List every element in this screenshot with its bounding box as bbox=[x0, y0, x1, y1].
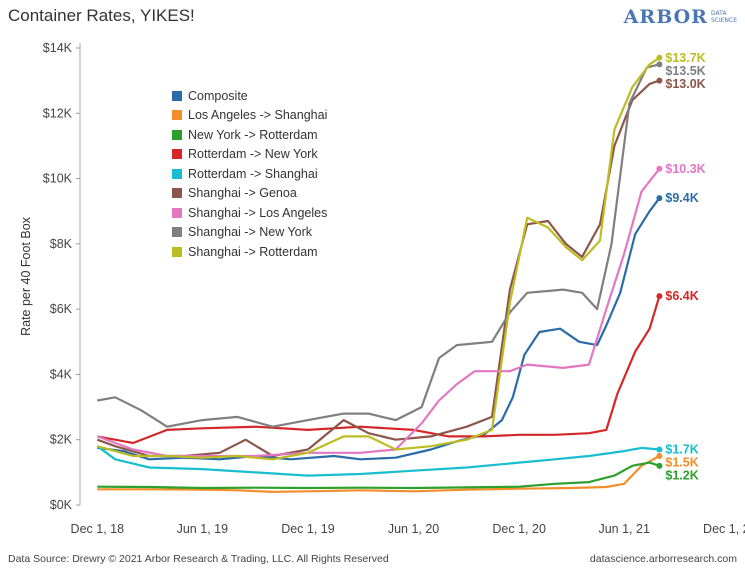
legend-item: Shanghai -> Rotterdam bbox=[172, 242, 327, 262]
legend-item: Rotterdam -> New York bbox=[172, 145, 327, 165]
end-value-label-new-york-rotterdam: $1.2K bbox=[665, 469, 698, 483]
y-axis-title: Rate per 40 Foot Box bbox=[19, 216, 33, 336]
series-end-point-shanghai-rotterdam bbox=[656, 54, 663, 61]
series-line-rotterdam-shanghai bbox=[96, 445, 660, 477]
series-end-point-rotterdam-shanghai bbox=[656, 446, 663, 453]
series-line-shanghai-new-york bbox=[97, 63, 660, 428]
legend-swatch bbox=[172, 110, 182, 121]
website-footer: datascience.arborresearch.com bbox=[589, 553, 737, 565]
y-tick-label: $14K bbox=[43, 41, 73, 55]
series-line-new-york-rotterdam bbox=[97, 461, 660, 490]
x-tick-label: Dec 1, 21 bbox=[703, 522, 745, 536]
y-tick-label: $12K bbox=[43, 106, 73, 120]
x-tick-label: Dec 1, 18 bbox=[71, 522, 125, 536]
legend-item: Shanghai -> New York bbox=[172, 223, 327, 243]
arbor-logo: ARBOR DATA SCIENCE bbox=[624, 6, 737, 28]
series-end-point-shanghai-new-york bbox=[656, 61, 663, 68]
series-end-point-composite bbox=[656, 195, 663, 202]
logo-wordmark: ARBOR bbox=[623, 6, 708, 28]
series-line-shanghai-genoa bbox=[96, 79, 660, 458]
chart-title: Container Rates, YIKES! bbox=[8, 6, 195, 25]
series-end-point-los-angeles-shanghai bbox=[656, 453, 663, 460]
y-tick-label: $6K bbox=[50, 302, 73, 316]
data-source-note: Data Source: Drewry © 2021 Arbor Researc… bbox=[8, 553, 389, 565]
logo-subtext: DATA SCIENCE bbox=[711, 10, 737, 24]
y-tick-label: $2K bbox=[50, 433, 73, 447]
x-tick-label: Jun 1, 20 bbox=[388, 522, 439, 536]
legend-swatch bbox=[172, 227, 182, 238]
series-line-shanghai-los-angeles bbox=[96, 168, 661, 458]
end-value-label-composite: $9.4K bbox=[665, 191, 698, 205]
series-line-composite bbox=[97, 197, 661, 461]
series-end-point-new-york-rotterdam bbox=[656, 462, 663, 469]
legend-item: New York -> Rotterdam bbox=[172, 125, 327, 145]
x-tick-label: Jun 1, 19 bbox=[177, 522, 228, 536]
end-value-label-shanghai-rotterdam: $13.7K bbox=[665, 51, 705, 65]
series-end-point-rotterdam-new-york bbox=[656, 293, 663, 300]
legend-item: Los Angeles -> Shanghai bbox=[172, 106, 327, 126]
x-tick-label: Jun 1, 21 bbox=[598, 522, 649, 536]
y-tick-label: $8K bbox=[50, 237, 73, 251]
legend-label: Shanghai -> Genoa bbox=[188, 186, 297, 201]
end-value-label-shanghai-los-angeles: $10.3K bbox=[665, 162, 705, 176]
legend-label: Rotterdam -> New York bbox=[188, 147, 318, 162]
legend-label: Shanghai -> Los Angeles bbox=[188, 205, 328, 220]
legend-swatch bbox=[172, 129, 182, 140]
legend-swatch bbox=[172, 90, 182, 101]
legend-item: Rotterdam -> Shanghai bbox=[172, 164, 327, 184]
logo-subtext-line2: SCIENCE bbox=[710, 17, 737, 24]
series-end-point-shanghai-los-angeles bbox=[656, 165, 663, 172]
legend-swatch bbox=[172, 168, 182, 179]
legend-label: Shanghai -> Rotterdam bbox=[188, 244, 318, 259]
series-line-rotterdam-new-york bbox=[97, 295, 661, 445]
legend-item: Shanghai -> Genoa bbox=[172, 184, 327, 204]
legend-label: New York -> Rotterdam bbox=[188, 127, 318, 142]
legend-label: Composite bbox=[188, 88, 248, 103]
legend-swatch bbox=[172, 188, 182, 199]
x-tick-label: Dec 1, 19 bbox=[281, 522, 335, 536]
series-line-los-angeles-shanghai bbox=[97, 455, 660, 493]
legend-label: Rotterdam -> Shanghai bbox=[188, 166, 318, 181]
chart-legend: Composite Los Angeles -> Shanghai New York… bbox=[172, 86, 327, 262]
end-value-label-rotterdam-new-york: $6.4K bbox=[665, 289, 698, 303]
legend-label: Los Angeles -> Shanghai bbox=[188, 108, 328, 123]
end-value-label-shanghai-genoa: $13.0K bbox=[665, 77, 705, 91]
y-tick-label: $10K bbox=[43, 172, 73, 186]
series-end-point-shanghai-genoa bbox=[656, 77, 663, 84]
y-tick-label: $0K bbox=[50, 498, 73, 512]
series-line-shanghai-rotterdam bbox=[97, 56, 661, 461]
legend-swatch bbox=[172, 207, 182, 218]
x-tick-label: Dec 1, 20 bbox=[492, 522, 546, 536]
legend-label: Shanghai -> New York bbox=[188, 225, 313, 240]
y-tick-label: $4K bbox=[50, 367, 73, 381]
end-value-label-los-angeles-shanghai: $1.5K bbox=[665, 456, 698, 470]
end-value-label-shanghai-new-york: $13.5K bbox=[665, 64, 705, 78]
logo-subtext-line1: DATA bbox=[710, 10, 727, 17]
legend-item: Composite bbox=[172, 86, 327, 106]
legend-item: Shanghai -> Los Angeles bbox=[172, 203, 327, 223]
legend-swatch bbox=[172, 149, 182, 160]
end-value-label-rotterdam-shanghai: $1.7K bbox=[665, 443, 698, 457]
legend-swatch bbox=[172, 246, 182, 257]
